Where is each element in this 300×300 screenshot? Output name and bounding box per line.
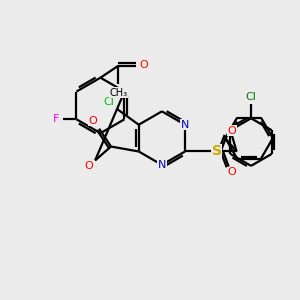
Text: O: O (140, 60, 148, 70)
Text: F: F (52, 114, 59, 124)
Text: CH₃: CH₃ (109, 88, 128, 98)
Text: N: N (158, 160, 166, 170)
Text: Cl: Cl (103, 97, 114, 107)
Text: N: N (181, 120, 189, 130)
Text: O: O (85, 161, 94, 171)
Text: Cl: Cl (246, 92, 256, 101)
Text: S: S (212, 145, 222, 158)
Text: O: O (227, 126, 236, 136)
Text: O: O (227, 167, 236, 177)
Text: O: O (89, 116, 98, 126)
